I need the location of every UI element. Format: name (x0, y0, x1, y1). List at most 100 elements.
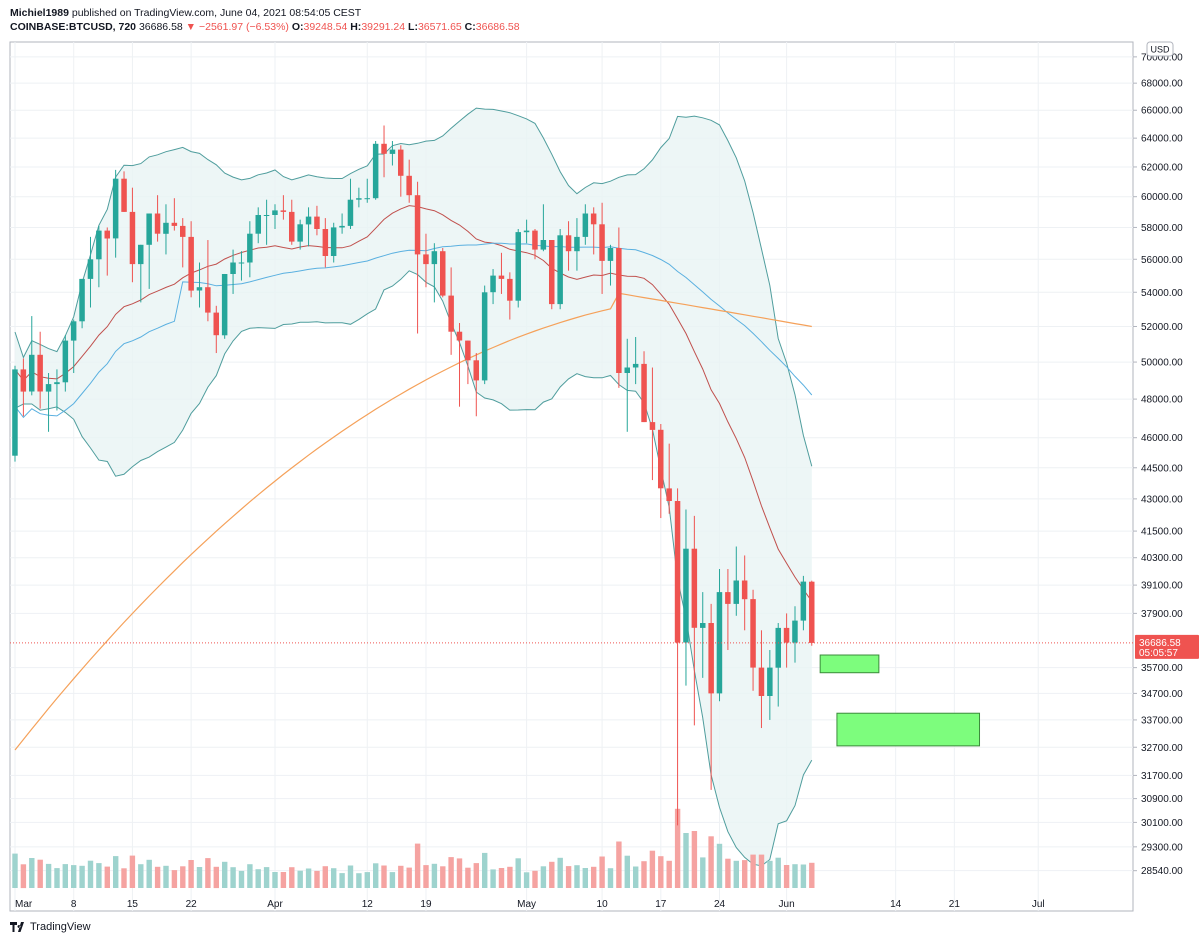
x-tick-label: 12 (362, 899, 374, 910)
target-zones (819, 654, 981, 747)
price-axis: 70000.00 68000.00 66000.00 64000.00 62000.00… (1133, 52, 1199, 877)
volume-bar (633, 866, 639, 888)
high-label: H: (350, 21, 362, 33)
candle-body (398, 149, 404, 176)
x-tick-label: 24 (714, 899, 726, 910)
y-tick-label: 32700.00 (1141, 743, 1183, 754)
y-tick-label: 46000.00 (1141, 433, 1183, 444)
candle-body (213, 312, 219, 336)
candle-body (163, 222, 169, 234)
candle-body (154, 213, 161, 234)
volume-bar (624, 855, 630, 888)
candle-body (70, 321, 77, 341)
author-name[interactable]: Michiel1989 (10, 7, 69, 19)
candle-body (104, 230, 110, 239)
ma-fast-line (14, 205, 813, 602)
candle-body (171, 222, 178, 226)
volume-bar (121, 868, 127, 888)
candle-body (79, 278, 85, 322)
volume-bar (691, 831, 698, 888)
volume-bar (297, 870, 303, 888)
candle-body (129, 211, 136, 265)
candle-body (691, 548, 698, 628)
volume-bar (54, 868, 60, 888)
open-label: O: (291, 21, 304, 33)
candle-body (565, 235, 572, 252)
candle-body (456, 331, 463, 341)
volume-bar (87, 860, 94, 888)
volume-bar (431, 863, 438, 888)
volume-bar (414, 843, 421, 888)
y-tick-label: 54000.00 (1141, 288, 1183, 299)
tradingview-logo[interactable]: TradingView (10, 921, 91, 933)
volume-bar (666, 860, 672, 888)
candle-body (590, 213, 597, 225)
candle-body (196, 287, 203, 291)
volume-bar (171, 870, 178, 888)
volume-bar (289, 867, 295, 888)
candle-body (540, 240, 547, 250)
volume-bar (356, 873, 362, 888)
price-tag-value: 36686.58 (1139, 638, 1181, 649)
candle-body (221, 274, 228, 336)
open-value: 39248.54 (303, 21, 348, 33)
ma-slow-line (14, 292, 812, 751)
volume-bar (37, 859, 43, 888)
ohlc-line: COINBASE:BTCUSD, 720 36686.58 ▼ −2561.97… (10, 20, 520, 34)
volume-bar (71, 865, 77, 888)
bollinger-fill (15, 108, 812, 866)
y-tick-label: 28540.00 (1141, 866, 1183, 877)
bollinger-upper (14, 107, 813, 467)
down-arrow-icon: ▼ (185, 21, 197, 33)
chart-header: Michiel1989 published on TradingView.com… (10, 6, 520, 34)
candle-body (272, 210, 278, 215)
candle-body (431, 251, 438, 265)
volume-bar (591, 866, 597, 888)
candle-body (658, 429, 664, 489)
candle-body (700, 623, 706, 628)
volume-bar (473, 863, 479, 888)
y-tick-label: 50000.00 (1141, 358, 1183, 369)
candle-body (649, 422, 656, 430)
target-zone (819, 654, 880, 674)
volume-bar (263, 867, 270, 888)
candle-body (683, 548, 689, 643)
candle-body (775, 627, 781, 668)
time-axis: Mar 8 15 22 Apr 12 19 May 10 17 24 Jun 14 21 Jul (15, 899, 1045, 910)
candles (12, 125, 815, 826)
candle-body (45, 384, 52, 392)
volume-bar (398, 865, 404, 888)
volume-bar (213, 866, 219, 889)
price-tag-countdown: 05:05:57 (1139, 648, 1178, 659)
candle-body (230, 262, 236, 274)
volume-bar (507, 866, 513, 888)
x-tick-label: Mar (15, 899, 33, 910)
y-tick-label: 30900.00 (1141, 794, 1183, 805)
candle-body (339, 225, 345, 228)
volume-bar (373, 863, 379, 888)
candle-body (481, 292, 488, 381)
candle-body (666, 488, 672, 501)
volume-bar (79, 865, 85, 888)
currency-badge-label: USD (1150, 45, 1170, 55)
candle-body (322, 229, 329, 256)
candle-body (280, 210, 287, 212)
volume-bar (154, 866, 161, 888)
volume-bar (62, 864, 68, 888)
volume-bar (658, 856, 664, 888)
candle-body (414, 195, 421, 255)
y-tick-label: 58000.00 (1141, 223, 1183, 234)
volume-bar (649, 850, 656, 888)
volume-bar (12, 853, 18, 888)
candle-body (37, 354, 43, 392)
volume-bar (523, 872, 530, 888)
candle-body (87, 259, 94, 279)
high-value: 39291.24 (361, 21, 406, 33)
price-change: −2561.97 (−6.53%) (199, 21, 289, 33)
candle-body (532, 230, 538, 250)
candle-body (507, 278, 513, 301)
candle-body (783, 627, 790, 643)
symbol-label[interactable]: COINBASE:BTCUSD, 720 (10, 21, 137, 33)
volume-bar (180, 866, 186, 888)
